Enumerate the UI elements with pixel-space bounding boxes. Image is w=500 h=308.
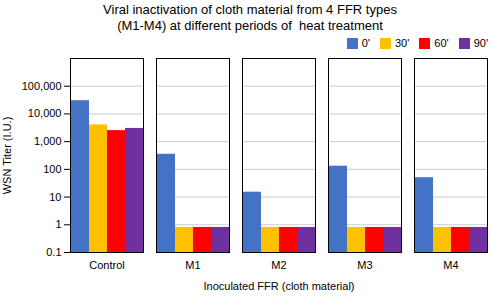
svg-text:M3: M3 xyxy=(357,259,372,271)
svg-text:100,000: 100,000 xyxy=(22,80,62,92)
svg-text:M1: M1 xyxy=(185,259,200,271)
svg-text:0.1: 0.1 xyxy=(46,246,61,258)
svg-text:100: 100 xyxy=(43,163,61,175)
svg-text:M4: M4 xyxy=(443,259,458,271)
svg-text:10: 10 xyxy=(49,191,61,203)
svg-text:M2: M2 xyxy=(271,259,286,271)
svg-text:WSN Titer (I.U.): WSN Titer (I.U.) xyxy=(1,117,13,195)
html-text:30': 30' xyxy=(395,37,410,49)
svg-text:1,000: 1,000 xyxy=(34,135,62,147)
html-text:Viral inactivation of cloth ma: Viral inactivation of cloth material fro… xyxy=(103,2,397,17)
svg-text:10,000: 10,000 xyxy=(28,107,62,119)
svg-text:1: 1 xyxy=(55,218,61,230)
html-text:90': 90' xyxy=(473,37,488,49)
html-text:0': 0' xyxy=(361,37,370,49)
html-text:60': 60' xyxy=(434,37,449,49)
svg-text:Inoculated FFR (cloth material: Inoculated FFR (cloth material) xyxy=(204,280,355,292)
svg-text:Control: Control xyxy=(89,259,124,271)
html-text:(M1-M4) at different periods o: (M1-M4) at different periods of heat tre… xyxy=(117,18,383,33)
